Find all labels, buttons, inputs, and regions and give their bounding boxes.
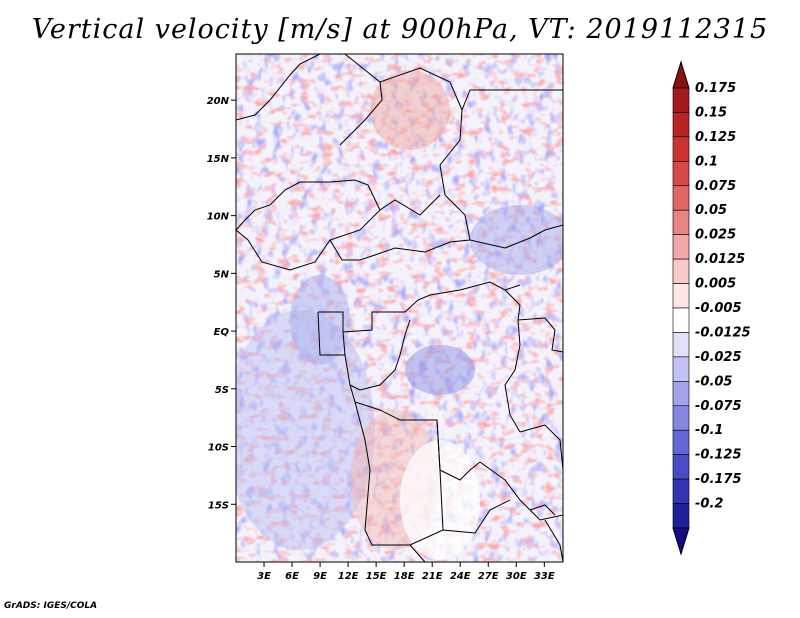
colorbar-label: -0.025 [695,350,742,365]
colorbar-segment [672,234,690,260]
colorbar-segment [672,454,690,480]
colorbar-segment [672,332,690,358]
lon-tick-label: 21E [422,571,443,582]
colorbar-label: 0.05 [695,203,727,218]
lon-tick-label: 33E [534,571,555,582]
colorbar-top-triangle [672,60,690,89]
lat-tick-label: 5S [215,385,229,396]
country-borders [236,54,563,562]
colorbar-label: -0.0125 [695,325,751,340]
colorbar-label: 0.1 [695,154,718,169]
colorbar-segment [672,185,690,211]
colorbar-segment [672,258,690,284]
longitude-ticks: 3E 6E 9E 12E 15E 18E 21E 24E 27E 30E 33E [257,562,555,582]
colorbar-label: 0.15 [695,105,727,120]
lat-tick-label: EQ [214,327,230,338]
colorbar-label: 0.0125 [695,252,745,267]
colorbar-label: -0.2 [695,497,723,512]
colorbar-segment [672,112,690,138]
lon-tick-label: 18E [394,571,415,582]
colorbar-segment [672,429,690,455]
colorbar-segment [672,136,690,162]
colorbar-label: -0.05 [695,374,732,389]
lon-tick-label: 12E [338,571,359,582]
colorbar-segment [672,283,690,309]
colorbar-label: -0.005 [695,301,742,316]
colorbar-segment [672,87,690,113]
velocity-field [236,54,563,562]
lon-tick-label: 6E [285,571,299,582]
colorbar-label: -0.1 [695,423,723,438]
colorbar-label: -0.075 [695,399,742,414]
lon-tick-label: 3E [257,571,271,582]
latitude-ticks: 20N 15N 10N 5N EQ 5S 10S 15S [207,96,236,511]
lon-tick-label: 24E [450,571,471,582]
colorbar-segment [672,381,690,407]
colorbar-segment [672,478,690,504]
colorbar: 0.175 0.15 0.125 0.1 0.075 0.05 0.025 0.0125 0.0… [672,60,751,556]
lat-tick-label: 15S [208,500,229,511]
colorbar-label: 0.175 [695,81,736,96]
colorbar-label: 0.075 [695,179,736,194]
lon-tick-label: 27E [478,571,499,582]
colorbar-label: -0.125 [695,448,742,463]
lat-tick-label: 10N [207,212,230,223]
colorbar-segment [672,209,690,235]
colorbar-segment [672,405,690,431]
lat-tick-label: 15N [207,154,230,165]
colorbar-label: 0.125 [695,130,736,145]
lon-tick-label: 9E [313,571,327,582]
plot-frame [235,53,564,563]
colorbar-bottom-triangle [672,527,690,556]
grads-credit: GrADS: IGES/COLA [4,601,98,611]
colorbar-label: -0.175 [695,472,742,487]
colorbar-segment [672,307,690,333]
lat-tick-label: 5N [214,269,230,280]
lat-tick-label: 10S [208,443,229,454]
lon-tick-label: 30E [506,571,527,582]
colorbar-segment [672,503,690,529]
lat-tick-label: 20N [207,96,230,107]
colorbar-label: 0.025 [695,228,736,243]
colorbar-label: 0.005 [695,277,736,292]
colorbar-segment [672,356,690,382]
chart-title: Vertical velocity [m/s] at 900hPa, VT: 2… [31,14,769,45]
colorbar-segment [672,161,690,187]
lon-tick-label: 15E [366,571,387,582]
